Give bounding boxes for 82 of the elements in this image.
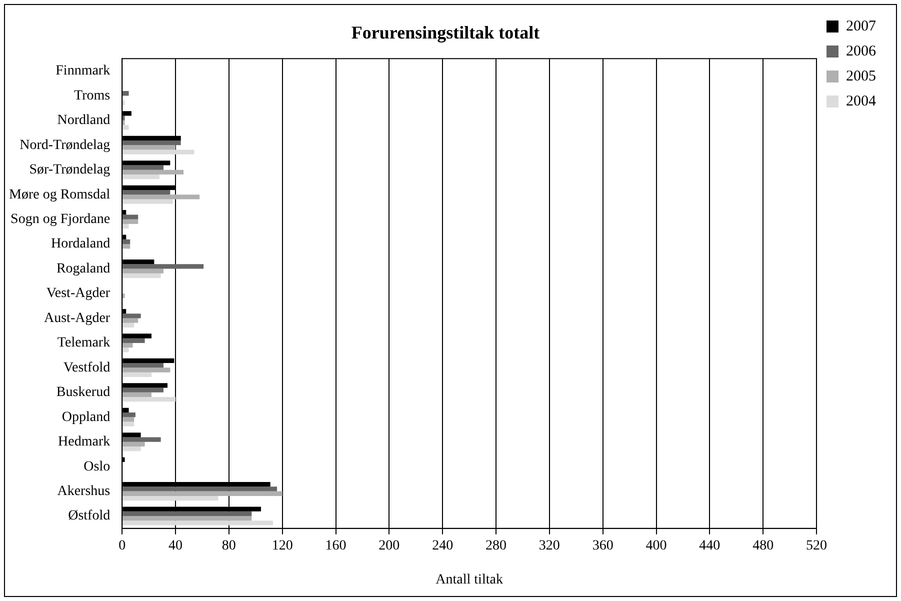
chart-title: Forurensingstiltak totalt bbox=[351, 22, 540, 42]
x-tick-label: 160 bbox=[325, 538, 346, 554]
y-tick-label: Oslo bbox=[84, 459, 110, 474]
y-tick-label: Vest-Agder bbox=[46, 286, 110, 302]
bar bbox=[122, 322, 134, 328]
bar bbox=[122, 496, 218, 501]
bar bbox=[122, 491, 282, 496]
bar bbox=[122, 244, 130, 249]
bar bbox=[122, 442, 145, 446]
x-tick-label: 520 bbox=[806, 538, 827, 554]
y-tick-label: Nord-Trøndelag bbox=[20, 138, 110, 153]
bar bbox=[122, 239, 130, 244]
bar bbox=[122, 338, 145, 343]
x-tick-label: 240 bbox=[432, 538, 454, 554]
y-tick-label: Hordaland bbox=[51, 236, 110, 252]
bar bbox=[122, 145, 176, 150]
x-tick-label: 80 bbox=[222, 538, 236, 554]
x-axis-title: Antall tiltak bbox=[436, 572, 503, 588]
x-tick-label: 120 bbox=[272, 538, 293, 554]
legend-label: 2004 bbox=[846, 93, 876, 110]
bar bbox=[122, 422, 134, 426]
bar bbox=[122, 388, 164, 392]
x-tick-label: 400 bbox=[646, 538, 667, 554]
bar bbox=[122, 516, 252, 521]
bar bbox=[122, 165, 164, 170]
y-tick-label: Rogaland bbox=[56, 261, 110, 276]
bar bbox=[122, 91, 129, 96]
x-tick-label: 200 bbox=[378, 538, 400, 554]
y-tick-label: Finnmark bbox=[56, 64, 110, 79]
y-tick-label: Telemark bbox=[57, 336, 110, 351]
x-tick-label: 320 bbox=[538, 538, 560, 554]
y-tick-label: Buskerud bbox=[56, 385, 110, 400]
bar bbox=[122, 486, 278, 492]
bar bbox=[122, 511, 252, 516]
bar bbox=[122, 363, 164, 368]
bar bbox=[122, 224, 129, 229]
bar bbox=[122, 190, 170, 195]
bar bbox=[122, 219, 138, 224]
y-tick-label: Akershus bbox=[57, 484, 110, 499]
bar bbox=[122, 314, 141, 318]
bar bbox=[122, 437, 161, 442]
bar bbox=[122, 372, 152, 377]
x-tick-label: 40 bbox=[168, 538, 183, 554]
y-tick-label: Hedmark bbox=[58, 434, 110, 450]
y-tick-label: Nordland bbox=[57, 113, 110, 128]
legend-label: 2007 bbox=[846, 18, 876, 34]
bar bbox=[122, 174, 160, 180]
bar bbox=[122, 417, 134, 422]
bar bbox=[122, 318, 138, 323]
y-tick-label: Møre og Romsdal bbox=[8, 187, 110, 202]
y-tick-label: Sogn og Fjordane bbox=[10, 212, 110, 227]
bar bbox=[122, 273, 161, 278]
bar bbox=[122, 170, 184, 175]
y-tick-label: Troms bbox=[74, 88, 110, 104]
legend-label: 2005 bbox=[846, 68, 876, 84]
bar bbox=[122, 392, 152, 398]
x-tick-label: 0 bbox=[118, 538, 126, 554]
bar bbox=[122, 268, 164, 274]
bar bbox=[122, 446, 141, 452]
bar bbox=[122, 348, 129, 352]
y-tick-label: Østfold bbox=[68, 508, 110, 524]
x-tick-label: 440 bbox=[699, 538, 720, 554]
bar bbox=[122, 140, 181, 146]
bar bbox=[122, 520, 273, 526]
bar bbox=[122, 199, 173, 204]
y-tick-label: Vestfold bbox=[63, 360, 110, 376]
bar bbox=[122, 397, 176, 402]
bar bbox=[122, 214, 138, 220]
y-tick-label: Oppland bbox=[62, 410, 110, 425]
x-tick-label: 480 bbox=[752, 538, 774, 554]
bar bbox=[122, 368, 170, 372]
y-tick-label: Aust-Agder bbox=[44, 310, 110, 326]
y-tick-label: Sør-Trøndelag bbox=[29, 162, 110, 178]
bar bbox=[122, 194, 200, 200]
x-tick-label: 360 bbox=[592, 538, 614, 554]
bar bbox=[122, 342, 133, 348]
bar bbox=[122, 125, 129, 130]
bar bbox=[122, 412, 136, 418]
legend-label: 2006 bbox=[846, 43, 876, 60]
x-tick-label: 280 bbox=[486, 538, 507, 554]
bar bbox=[122, 150, 194, 154]
bar bbox=[122, 264, 204, 269]
